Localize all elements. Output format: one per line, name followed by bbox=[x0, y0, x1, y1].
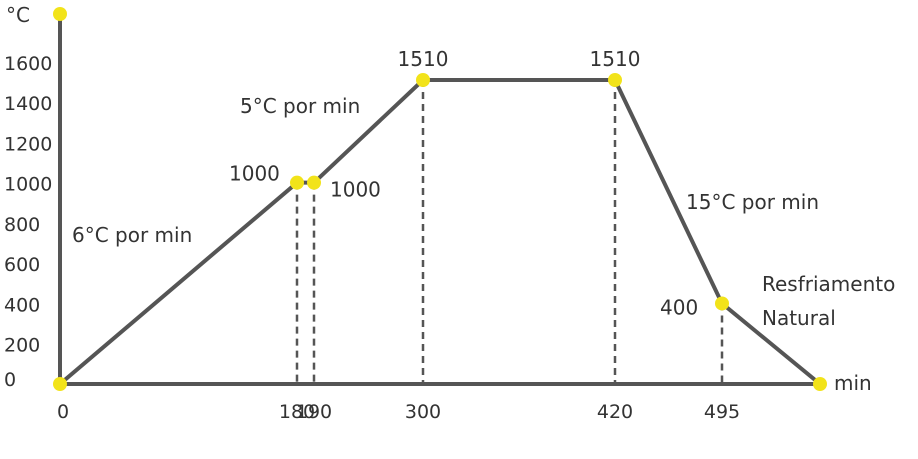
y-axis-end-marker bbox=[53, 7, 67, 21]
y-tick-label: 1200 bbox=[4, 133, 52, 155]
data-point-marker bbox=[608, 73, 622, 87]
y-tick-label: 0 bbox=[4, 369, 16, 391]
point-labels: 1000 1000 1510 1510 400 bbox=[229, 47, 698, 319]
point-label: 1000 bbox=[229, 162, 280, 186]
annotation: 5°C por min bbox=[240, 94, 360, 118]
x-tick-label: 300 bbox=[405, 401, 441, 423]
markers bbox=[53, 7, 827, 391]
point-label: 400 bbox=[660, 295, 698, 319]
y-axis-label: °C bbox=[6, 3, 30, 27]
x-tick-label: 190 bbox=[296, 401, 332, 423]
x-axis-label: min bbox=[834, 371, 872, 395]
y-tick-label: 400 bbox=[4, 294, 40, 316]
annotation: 15°C por min bbox=[686, 190, 819, 214]
x-tick-label: 420 bbox=[597, 401, 633, 423]
y-tick-label: 200 bbox=[4, 335, 40, 357]
droplines bbox=[295, 80, 724, 384]
data-point-marker bbox=[307, 175, 321, 190]
axes bbox=[58, 14, 820, 386]
y-tick-labels: 0 200 400 600 800 1000 1200 1400 1600 bbox=[4, 53, 52, 391]
x-tick-label: 495 bbox=[704, 401, 740, 423]
y-tick-label: 1000 bbox=[4, 174, 52, 196]
data-point-marker bbox=[53, 377, 67, 391]
data-point-marker bbox=[715, 296, 729, 311]
data-point-marker bbox=[813, 377, 827, 391]
annotations: 6°C por min 5°C por min 15°C por min Resfri… bbox=[72, 94, 895, 330]
data-point-marker bbox=[290, 175, 304, 190]
point-label: 1510 bbox=[590, 47, 641, 71]
y-tick-label: 800 bbox=[4, 214, 40, 236]
data-point-marker bbox=[416, 73, 430, 87]
point-label: 1510 bbox=[398, 47, 449, 71]
y-tick-label: 1400 bbox=[4, 93, 52, 115]
annotation: Resfriamento bbox=[762, 272, 895, 296]
point-label: 1000 bbox=[330, 178, 381, 202]
y-tick-label: 1600 bbox=[4, 53, 52, 75]
x-tick-label: 180 bbox=[279, 401, 315, 423]
y-tick-label: 600 bbox=[4, 254, 40, 276]
x-tick-label: 0 bbox=[57, 401, 69, 423]
annotation: Natural bbox=[762, 306, 836, 330]
annotation: 6°C por min bbox=[72, 223, 192, 247]
